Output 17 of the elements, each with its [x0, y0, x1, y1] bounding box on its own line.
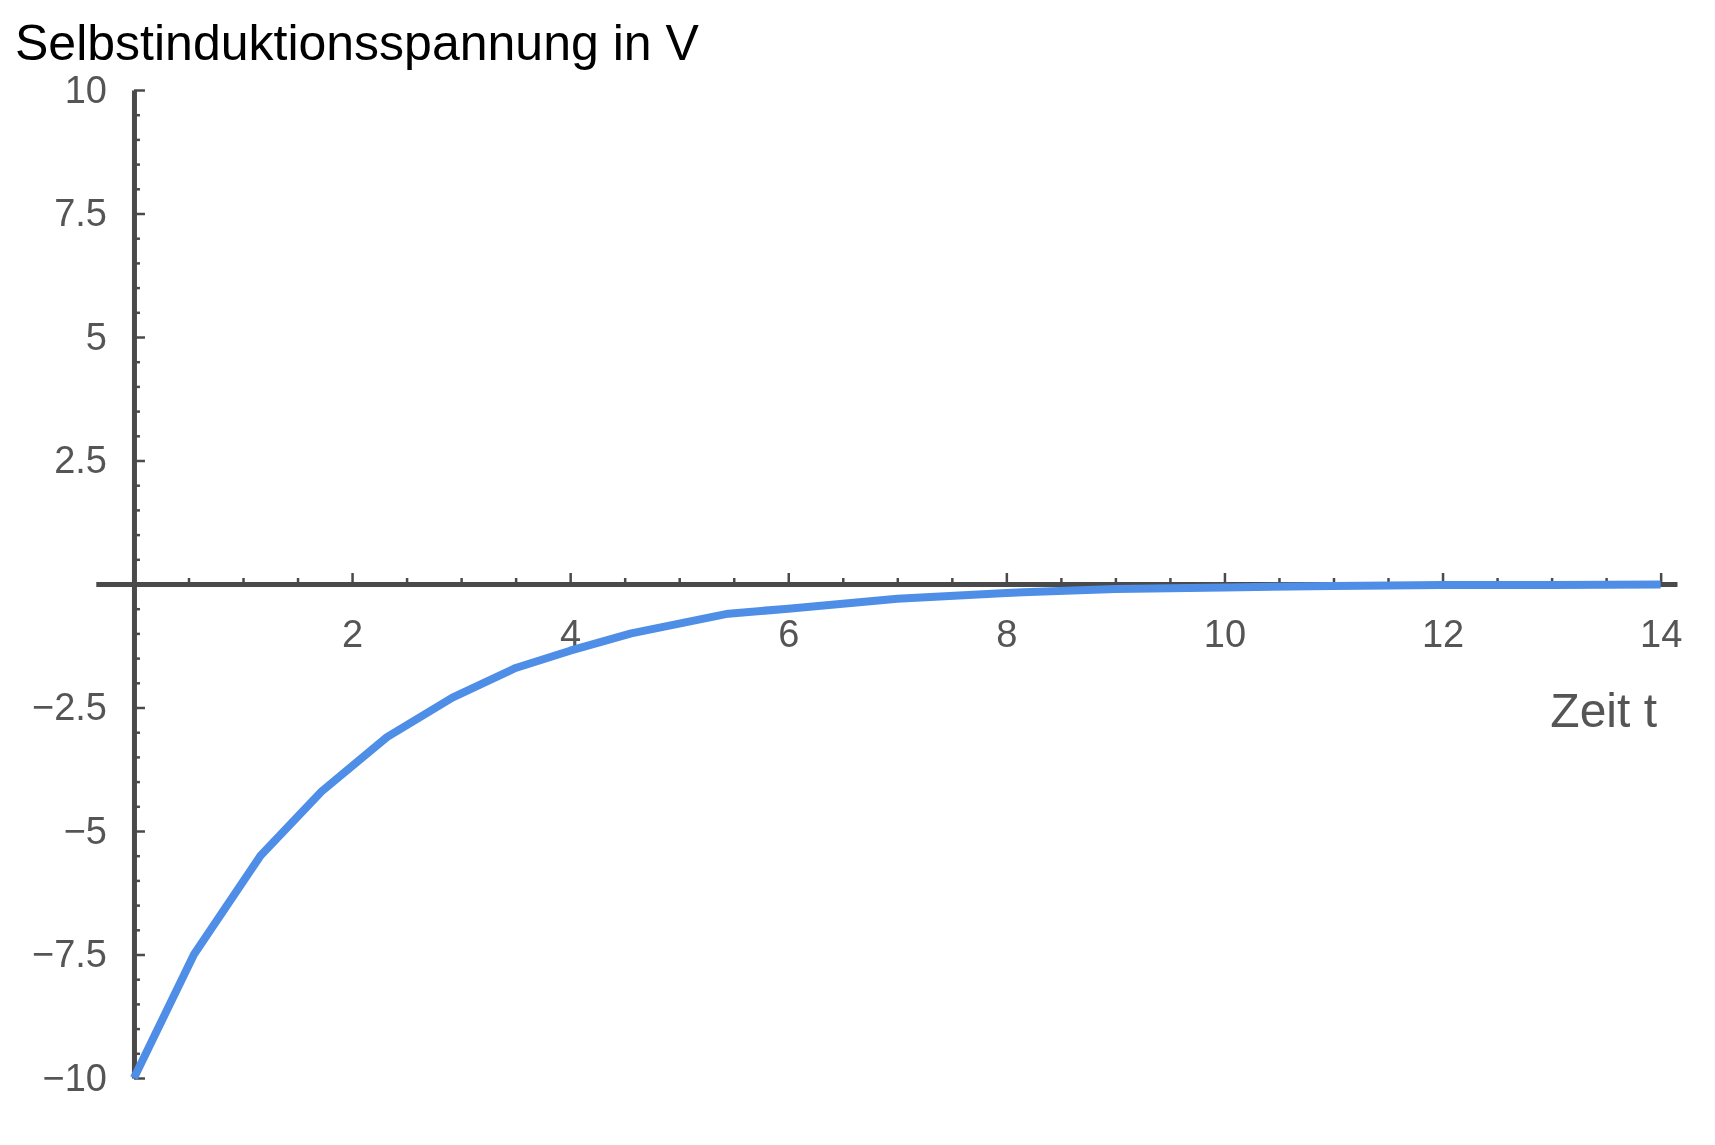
y-axis-title: Selbstinduktionsspannung in V: [15, 15, 700, 71]
y-tick-label: 2.5: [54, 439, 107, 482]
y-tick-label: −2.5: [31, 686, 107, 729]
x-tick-label: 6: [778, 612, 800, 655]
y-tick-label: 10: [64, 68, 107, 111]
y-tick-label: 5: [85, 315, 107, 358]
y-tick-label: −10: [42, 1056, 107, 1099]
y-tick-label: −5: [63, 809, 107, 852]
x-axis-title: Zeit t: [1550, 684, 1657, 737]
x-tick-label: 8: [996, 612, 1018, 655]
x-tick-label: 12: [1421, 612, 1465, 655]
x-tick-label: 10: [1203, 612, 1247, 655]
x-tick-label: 14: [1640, 612, 1683, 655]
x-tick-label: 4: [560, 612, 582, 655]
y-tick-label: 7.5: [54, 192, 107, 235]
y-tick-label: −7.5: [31, 933, 107, 976]
x-tick-label: 2: [341, 612, 364, 655]
